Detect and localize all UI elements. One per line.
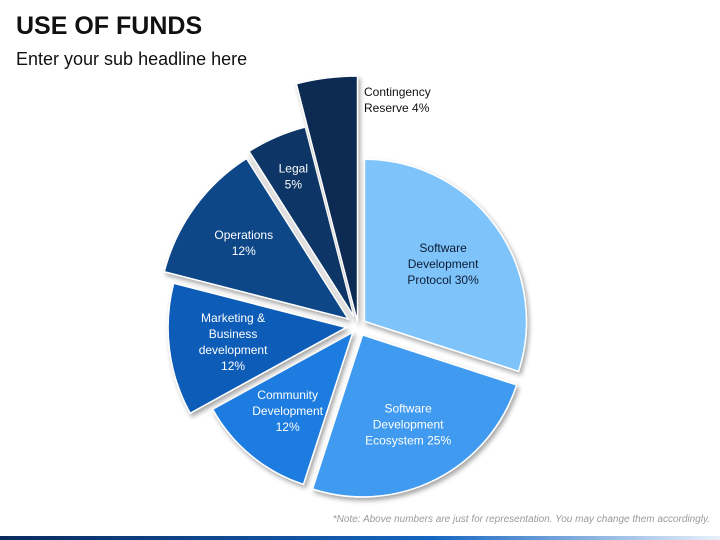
pie-slice-community-development [211,330,355,486]
page-subtitle: Enter your sub headline here [16,49,248,69]
pie-label-marketing-and-business-development: Marketing & Business development 12% [199,311,268,373]
pie-label-community-development: Community Development 12% [252,388,323,434]
pie-slice-operations [163,157,350,321]
pie-label-operations: Operations 12% [214,228,273,258]
pie-label-contingency-reserve: Contingency Reserve 4% [364,85,431,115]
pie-slice-marketing-and-business-development [167,282,349,415]
pie-slice-legal [247,126,355,318]
pie-label-software-development-protocol: Software Development Protocol 30% [407,241,479,287]
representation-note: *Note: Above numbers are just for repres… [332,514,710,525]
pie-label-legal: Legal 5% [279,162,308,192]
pie-slice-contingency-reserve [295,75,359,323]
bottom-accent-bar [0,536,720,540]
page-title: USE OF FUNDS [16,12,203,40]
pie-slice-software-development-ecosystem [311,333,518,498]
pie-label-software-development-ecosystem: Software Development Ecosystem 25% [365,401,451,447]
pie-slice-software-development-protocol [363,158,528,373]
